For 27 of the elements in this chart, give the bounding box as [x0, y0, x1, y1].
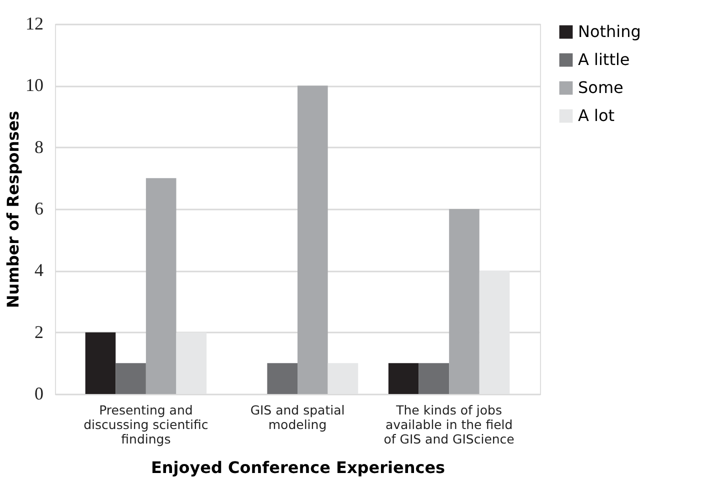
y-tick-label: 10 — [26, 75, 44, 96]
bar — [85, 332, 116, 394]
y-tick-label: 6 — [34, 198, 44, 218]
bar — [146, 178, 176, 394]
y-tick-label: 2 — [34, 322, 44, 342]
bar — [388, 363, 419, 394]
y-axis-title: Number of Responses — [4, 110, 22, 308]
bar — [449, 209, 480, 394]
x-tick-label: The kinds of jobs available in the field of GIS and GIScience — [384, 402, 515, 446]
y-tick-label: 4 — [34, 260, 44, 280]
bar — [418, 363, 450, 394]
legend-label: A lot — [578, 106, 615, 125]
x-tick-label: Presenting and discussing scientific findings — [84, 402, 208, 446]
bar — [267, 363, 298, 394]
legend-label: Nothing — [578, 22, 641, 41]
x-tick-label: GIS and spatial modeling — [250, 402, 345, 432]
legend-label: Some — [578, 78, 624, 97]
y-tick-label: 0 — [34, 384, 44, 404]
bar — [176, 332, 207, 394]
y-tick-label: 8 — [34, 136, 44, 157]
bar — [328, 363, 358, 394]
bar — [298, 86, 328, 394]
bar — [479, 270, 510, 394]
y-tick-label: 12 — [26, 14, 44, 34]
legend-label: A little — [578, 50, 630, 69]
x-axis-title: Enjoyed Conference Experiences — [150, 458, 446, 477]
bar — [116, 363, 146, 394]
